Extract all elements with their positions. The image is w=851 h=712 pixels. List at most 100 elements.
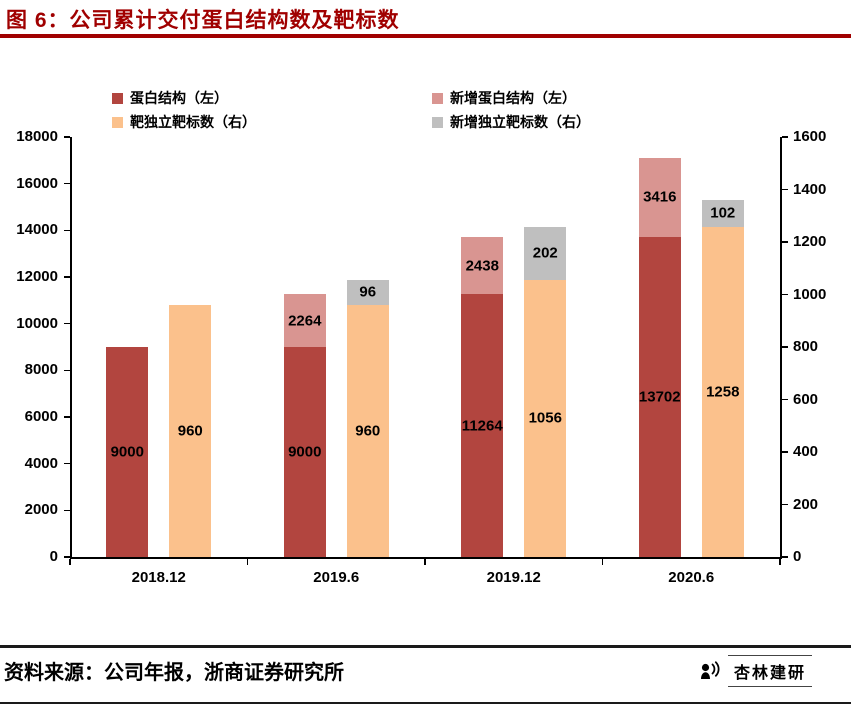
stacked-bar-chart: 蛋白结构（左） 新增蛋白结构（左） 靶独立靶标数（右） 新增独立靶标数（右） 0 2000… <box>16 88 827 586</box>
bar-value-label: 1258 <box>706 383 740 401</box>
bar-value-label: 202 <box>532 244 558 262</box>
bar-value-label: 2264 <box>288 312 322 330</box>
left-axis-tick-label: 14000 <box>16 221 58 239</box>
x-axis-tick <box>69 558 71 565</box>
left-axis-tick-label: 16000 <box>16 174 58 192</box>
source-note: 资料来源：公司年报，浙商证券研究所 <box>4 662 344 684</box>
right-axis-tick-label: 400 <box>793 443 819 460</box>
bar-segment <box>638 157 681 238</box>
right-axis-tick <box>781 346 788 348</box>
left-axis-tick-label: 6000 <box>24 408 58 425</box>
title-underline <box>0 34 851 38</box>
right-axis-tick-label: 600 <box>793 390 819 408</box>
bar-segment <box>346 279 389 305</box>
bar-segment <box>346 305 389 557</box>
legend-item: 蛋白结构（左） <box>112 88 228 108</box>
x-axis-tick <box>779 558 781 565</box>
bar-segment <box>461 237 504 295</box>
x-axis-tick <box>424 558 426 565</box>
bar-value-label: 960 <box>355 422 381 440</box>
brand-name: 杏林建研 <box>728 655 813 687</box>
bar-segment <box>283 347 326 557</box>
x-axis-category-label: 2018.12 <box>131 569 186 586</box>
left-axis-tick <box>64 276 70 278</box>
bar-segment <box>701 200 744 227</box>
right-axis-tick <box>781 188 788 191</box>
bar-value-label: 11264 <box>461 417 503 435</box>
left-axis-tick-label: 4000 <box>24 454 58 472</box>
legend-item: 靶独立靶标数（右） <box>112 112 256 132</box>
left-axis-tick-label: 10000 <box>16 314 58 332</box>
legend-swatch <box>432 92 443 104</box>
legend-swatch <box>112 92 123 104</box>
bar-value-label: 9000 <box>110 443 144 461</box>
legend-label: 新增独立靶标数（右） <box>450 114 590 130</box>
left-y-axis-line <box>70 137 72 559</box>
right-axis-tick-label: 0 <box>793 548 802 565</box>
footer-divider-top <box>0 645 851 648</box>
right-axis-tick <box>781 451 788 453</box>
bar-segment <box>461 294 504 557</box>
left-axis-tick <box>64 556 70 558</box>
right-axis-tick-label: 1600 <box>793 128 827 145</box>
left-axis-tick <box>64 182 70 185</box>
bar-segment <box>106 347 149 557</box>
right-axis-tick-label: 200 <box>793 495 819 513</box>
left-axis-tick <box>64 509 70 512</box>
left-axis-tick-label: 8000 <box>24 361 58 379</box>
bar-value-label: 960 <box>177 422 203 440</box>
legend-label: 新增蛋白结构（左） <box>450 90 576 106</box>
bar-segment <box>283 294 326 347</box>
bar-value-label: 102 <box>710 204 736 222</box>
bar-segment <box>701 226 744 557</box>
left-axis-tick <box>64 229 70 232</box>
x-axis-tick <box>246 558 249 565</box>
left-axis-tick <box>64 136 70 138</box>
bar-value-label: 9000 <box>288 443 322 461</box>
x-axis-category-label: 2019.6 <box>313 569 360 586</box>
bar-value-label: 13702 <box>638 388 681 406</box>
right-y-axis-line <box>780 137 782 559</box>
legend-item: 新增蛋白结构（左） <box>432 88 576 108</box>
legend-swatch <box>432 116 443 128</box>
legend-label: 蛋白结构（左） <box>130 90 228 106</box>
right-axis-tick <box>781 136 788 138</box>
bar-value-label: 96 <box>359 283 377 301</box>
right-axis-tick <box>781 556 788 558</box>
right-axis-tick-label: 1000 <box>793 285 827 303</box>
bar-value-label: 1056 <box>528 409 562 427</box>
right-axis-tick-label: 1200 <box>793 233 827 250</box>
legend-item: 新增独立靶标数（右） <box>432 112 590 132</box>
bar-segment <box>638 237 681 557</box>
x-axis-tick <box>601 558 604 565</box>
left-axis-tick-label: 2000 <box>24 501 58 519</box>
left-axis-tick <box>64 322 70 325</box>
legend-swatch <box>112 116 123 128</box>
right-axis-tick <box>781 293 788 296</box>
left-axis-tick <box>64 369 70 372</box>
bar-segment <box>169 305 212 557</box>
legend-label: 靶独立靶标数（右） <box>130 114 256 130</box>
right-axis-tick <box>781 398 788 401</box>
bar-segment <box>524 226 567 280</box>
bar-value-label: 3416 <box>643 188 677 206</box>
left-axis-tick-label: 12000 <box>16 268 58 285</box>
x-axis-line <box>70 557 782 559</box>
bar-segment <box>524 279 567 557</box>
bar-value-label: 2438 <box>465 257 499 275</box>
brand-logo: 杏林建研 <box>697 655 813 687</box>
left-axis-tick-label: 0 <box>49 548 58 565</box>
left-axis-tick <box>64 462 70 465</box>
x-axis-category-label: 2020.6 <box>668 569 715 586</box>
right-axis-tick-label: 1400 <box>793 180 827 198</box>
footer-divider-bottom <box>0 702 851 704</box>
left-axis-tick-label: 18000 <box>16 128 58 145</box>
right-axis-tick <box>781 241 788 243</box>
right-axis-tick-label: 800 <box>793 338 819 355</box>
wechat-broadcast-icon <box>701 661 720 679</box>
figure-title: 图 6：公司累计交付蛋白结构数及靶标数 <box>6 9 400 32</box>
left-axis-tick <box>64 416 70 418</box>
right-axis-tick <box>781 503 788 506</box>
x-axis-category-label: 2019.12 <box>486 569 541 586</box>
